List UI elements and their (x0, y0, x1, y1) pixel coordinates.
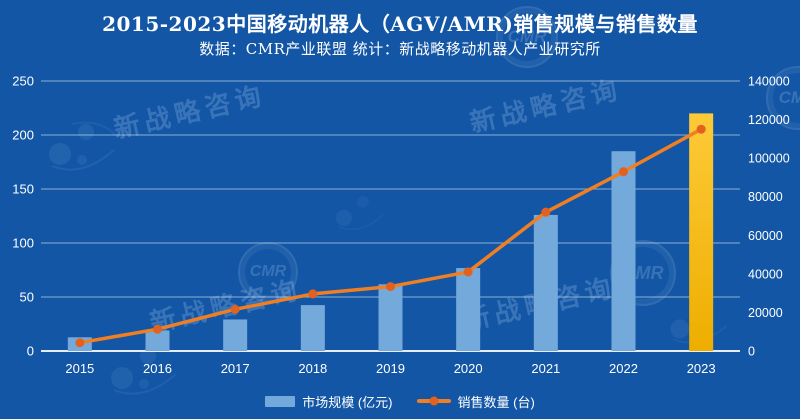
bar-series-swatch-icon (265, 395, 296, 407)
right-axis-tick-label: 60000 (748, 229, 783, 243)
line-marker-2019 (386, 282, 395, 292)
right-axis-tick-label: 100000 (748, 152, 790, 166)
bar-2022 (611, 151, 636, 351)
line-series-swatch-icon (416, 396, 451, 406)
legend-item-market-scale: 市场规模 (亿元) (265, 392, 393, 411)
legend-item-sales-quantity: 销售数量 (台) (416, 392, 535, 411)
line-marker-2023 (696, 124, 706, 134)
x-axis-label: 2023 (687, 361, 716, 376)
bar-2023-highlight (689, 113, 714, 352)
line-marker-2018 (308, 289, 318, 299)
legend: 市场规模 (亿元) 销售数量 (台) (0, 390, 800, 412)
x-axis-label: 2016 (143, 361, 172, 376)
bar-2019 (378, 284, 403, 351)
x-axis-label: 2019 (376, 361, 405, 376)
left-axis-tick-label: 0 (27, 344, 34, 359)
right-axis-tick-label: 80000 (748, 190, 783, 204)
line-marker-2022 (619, 167, 628, 177)
bar-2018 (300, 305, 325, 351)
right-axis-tick-label: 40000 (748, 267, 783, 281)
x-axis-label: 2022 (609, 361, 638, 376)
legend-label-sales-quantity: 销售数量 (台) (457, 394, 535, 410)
line-marker-2015 (75, 338, 85, 348)
x-axis-label: 2020 (454, 361, 483, 376)
bar-2017 (223, 319, 248, 351)
x-axis-label: 2017 (221, 361, 250, 376)
right-axis-tick-label: 140000 (748, 75, 790, 89)
right-axis-tick-label: 0 (748, 345, 755, 359)
line-marker-2020 (463, 267, 473, 277)
right-axis-tick-label: 120000 (748, 113, 790, 127)
right-axis-tick-label: 20000 (748, 306, 783, 320)
left-axis-tick-label: 50 (20, 290, 34, 305)
bar-2020 (456, 268, 481, 351)
legend-label-market-scale: 市场规模 (亿元) (302, 394, 393, 410)
chart-title: 2015-2023中国移动机器人（AGV/AMR)销售规模与销售数量 (102, 12, 698, 36)
bar-2021 (533, 214, 558, 351)
x-axis-label: 2021 (531, 361, 560, 376)
line-marker-2021 (541, 207, 551, 217)
left-axis-tick-label: 250 (12, 74, 34, 89)
left-axis-tick-label: 150 (12, 182, 34, 197)
x-axis-label: 2018 (298, 361, 327, 376)
line-marker-2017 (230, 304, 240, 314)
line-marker-2016 (153, 324, 162, 334)
chart-subtitle: 数据：CMR产业联盟 统计：新战略移动机器人产业研究所 (199, 40, 601, 58)
bar-2016 (145, 330, 170, 351)
x-axis-label: 2015 (65, 361, 94, 376)
left-axis-tick-label: 200 (12, 128, 34, 143)
left-axis-tick-label: 100 (12, 236, 34, 251)
